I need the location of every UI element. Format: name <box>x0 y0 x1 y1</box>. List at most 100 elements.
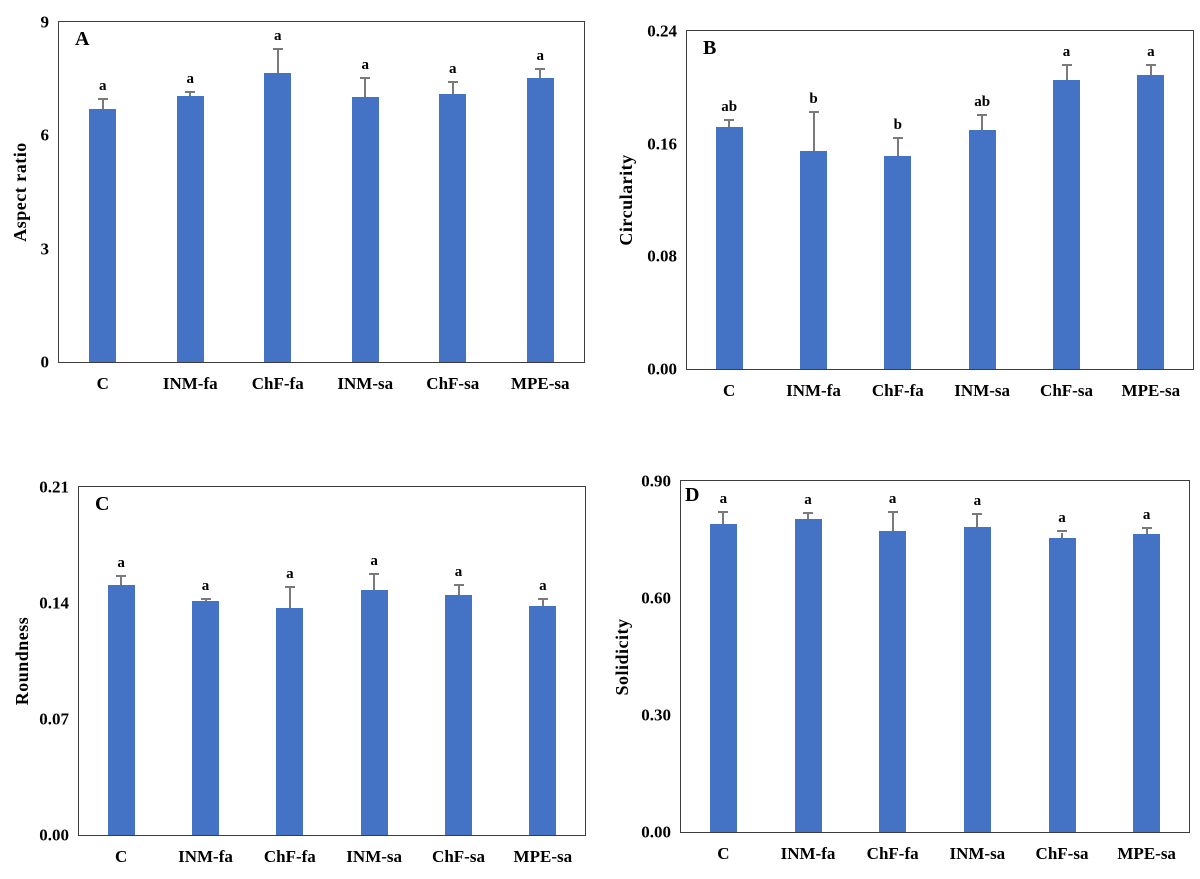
x-category-label: ChF-sa <box>426 374 480 393</box>
x-category-label: INM-fa <box>780 844 836 863</box>
error-cap <box>1057 530 1067 533</box>
error-cap <box>447 81 458 84</box>
error-cap <box>808 110 819 113</box>
y-tick-label: 0.00 <box>39 825 69 845</box>
error-cap <box>724 119 735 122</box>
error-whisker <box>539 70 542 78</box>
x-category-label: MPE-sa <box>1121 381 1181 400</box>
significance-letter: a <box>973 492 982 509</box>
y-tick-label: 0.00 <box>641 822 671 842</box>
error-cap <box>1145 64 1156 67</box>
bar-INM-sa <box>963 527 991 832</box>
error-cap <box>369 572 380 575</box>
error-whisker <box>1149 66 1152 75</box>
error-whisker <box>364 79 367 98</box>
error-whisker <box>373 574 376 590</box>
y-tick-label: 0.08 <box>647 246 677 266</box>
x-category-label: ChF-sa <box>432 847 485 866</box>
error-whisker <box>896 139 899 157</box>
significance-letter: a <box>274 28 282 45</box>
significance-letter: ab <box>721 99 738 116</box>
significance-letter: a <box>449 61 457 78</box>
significance-letter: b <box>893 117 902 134</box>
y-tick-label: 0.21 <box>39 477 69 497</box>
x-category-label: MPE-sa <box>513 847 573 866</box>
bar-ChF-fa <box>884 156 912 369</box>
significance-letter: a <box>1147 44 1155 61</box>
bar-ChF-sa <box>1053 80 1080 369</box>
panel-letter-a: A <box>75 28 90 50</box>
y-tick-label: 0.24 <box>647 21 677 41</box>
y-axis-title-circularity: Circularity <box>616 154 636 246</box>
x-category-label: INM-sa <box>337 374 394 393</box>
bar-INM-sa <box>351 97 379 362</box>
significance-letter: a <box>719 490 728 507</box>
significance-letter: a <box>454 564 463 581</box>
error-cap <box>360 77 371 80</box>
significance-letter: a <box>186 70 195 87</box>
bar-C <box>709 523 737 832</box>
panel-letter-b: B <box>703 37 717 59</box>
x-category-label: MPE-sa <box>1117 844 1176 863</box>
error-whisker <box>807 514 809 520</box>
x-category-label: ChF-sa <box>1040 381 1093 400</box>
bar-INM-fa <box>192 601 219 835</box>
significance-letter: a <box>1058 510 1066 527</box>
error-cap <box>537 597 548 600</box>
bar-ChF-sa <box>445 594 472 835</box>
x-category-label: C <box>115 847 128 866</box>
error-whisker <box>457 586 460 595</box>
error-cap <box>977 113 988 116</box>
significance-letter: a <box>888 490 897 507</box>
error-whisker <box>891 512 894 532</box>
x-category-label: C <box>96 374 109 393</box>
x-category-label: ChF-fa <box>263 847 316 866</box>
error-cap <box>887 510 898 513</box>
error-whisker <box>722 512 725 524</box>
y-tick-label: 6 <box>40 125 50 145</box>
error-whisker <box>1145 528 1148 535</box>
bar-INM-fa <box>176 95 204 362</box>
significance-letter: a <box>201 577 210 594</box>
panel-letter-d: D <box>685 484 700 506</box>
significance-letter: a <box>361 57 370 74</box>
x-category-label: INM-sa <box>949 844 1006 863</box>
error-cap <box>1141 526 1152 529</box>
error-cap <box>284 586 295 589</box>
error-cap <box>1061 64 1072 67</box>
x-category-label: C <box>717 844 730 863</box>
error-cap <box>803 512 813 515</box>
bar-INM-sa <box>360 589 388 835</box>
error-whisker <box>1065 66 1068 81</box>
error-whisker <box>451 83 454 94</box>
error-whisker <box>120 576 123 585</box>
bar-ChF-fa <box>276 607 304 835</box>
significance-letter: a <box>117 554 125 571</box>
x-category-label: ChF-fa <box>866 844 919 863</box>
significance-letter: a <box>536 47 545 64</box>
significance-letter: a <box>539 577 547 594</box>
error-cap <box>272 48 283 51</box>
error-cap <box>116 574 127 577</box>
significance-letter: b <box>809 90 818 107</box>
significance-letter: a <box>286 566 294 583</box>
error-whisker <box>204 599 207 602</box>
y-tick-label: 0.00 <box>647 359 677 379</box>
panel-letter-c: C <box>95 493 110 515</box>
significance-letter: a <box>804 492 812 509</box>
significance-letter: a <box>1062 44 1071 61</box>
y-tick-label: 0.60 <box>641 588 671 608</box>
bar-MPE-sa <box>529 606 557 835</box>
significance-letter: a <box>99 77 107 94</box>
bar-INM-sa <box>968 129 996 369</box>
bar-C <box>107 584 135 835</box>
significance-letter: a <box>1142 506 1151 523</box>
error-whisker <box>101 99 104 109</box>
x-category-label: MPE-sa <box>510 374 570 393</box>
error-whisker <box>1061 532 1063 539</box>
